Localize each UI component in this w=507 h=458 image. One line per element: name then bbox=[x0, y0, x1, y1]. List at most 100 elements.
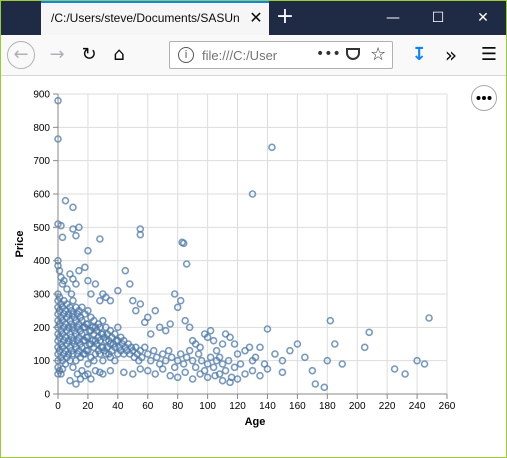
data-point bbox=[206, 353, 215, 362]
chart-actions-button[interactable] bbox=[471, 85, 497, 111]
data-point bbox=[170, 290, 179, 298]
star-icon[interactable]: ☆ bbox=[370, 44, 387, 65]
data-point bbox=[293, 340, 302, 348]
data-point bbox=[218, 376, 227, 385]
more-horizontal-icon bbox=[476, 96, 492, 100]
data-point bbox=[58, 233, 67, 242]
grid bbox=[57, 93, 448, 395]
data-point bbox=[158, 350, 167, 358]
home-icon[interactable]: ⌂ bbox=[113, 44, 125, 65]
data-point bbox=[136, 300, 145, 308]
data-point bbox=[311, 380, 320, 388]
data-point bbox=[111, 356, 119, 365]
x-tick-label: 20 bbox=[82, 401, 94, 412]
y-tick-label: 800 bbox=[33, 123, 50, 134]
data-point bbox=[106, 366, 115, 375]
axes: 0 20 40 60 80 100 120 140 160 180 200 220 240 260 0 100… bbox=[33, 90, 455, 413]
close-window-icon[interactable]: ✕ bbox=[477, 10, 489, 26]
y-tick-label: 100 bbox=[33, 356, 50, 367]
title-bar: /C:/Users/steve/Documents/SASUn ✕ + — ☐ … bbox=[1, 1, 506, 35]
new-tab-icon[interactable]: + bbox=[275, 4, 295, 29]
browser-tab[interactable]: /C:/Users/steve/Documents/SASUn ✕ bbox=[41, 1, 269, 35]
hamburger-menu-icon[interactable]: ☰ bbox=[480, 44, 498, 65]
x-tick-label: 220 bbox=[379, 401, 396, 412]
x-tick-label: 80 bbox=[172, 401, 184, 412]
data-point bbox=[129, 370, 137, 378]
download-icon[interactable]: ↧ bbox=[411, 44, 427, 65]
data-points bbox=[54, 96, 433, 392]
data-point bbox=[330, 340, 339, 348]
data-point bbox=[320, 383, 329, 392]
reload-icon[interactable]: ↻ bbox=[81, 44, 97, 65]
x-tick-label: 40 bbox=[112, 401, 124, 412]
data-point bbox=[308, 366, 317, 375]
close-tab-icon[interactable]: ✕ bbox=[249, 8, 263, 27]
data-point bbox=[176, 296, 185, 305]
data-point bbox=[72, 380, 80, 388]
y-tick-label: 700 bbox=[33, 156, 50, 167]
data-point bbox=[326, 316, 335, 325]
data-point bbox=[155, 323, 164, 332]
data-point bbox=[301, 353, 309, 362]
data-point bbox=[230, 363, 239, 372]
data-point bbox=[182, 353, 191, 362]
data-point bbox=[146, 330, 155, 338]
data-point bbox=[87, 375, 95, 383]
data-point bbox=[230, 340, 239, 348]
data-point bbox=[196, 370, 204, 378]
back-arrow-icon[interactable]: ← bbox=[7, 41, 35, 69]
data-point bbox=[425, 314, 433, 322]
y-tick-label: 200 bbox=[33, 323, 50, 334]
data-point bbox=[91, 366, 100, 375]
data-point bbox=[84, 306, 92, 315]
data-point bbox=[360, 343, 369, 352]
minimize-icon[interactable]: — bbox=[386, 10, 400, 26]
data-point bbox=[248, 366, 257, 375]
data-point bbox=[203, 373, 212, 382]
data-point bbox=[84, 246, 92, 255]
data-point bbox=[203, 333, 212, 342]
url-text[interactable]: file:///C:/User bbox=[202, 48, 278, 63]
forward-arrow-icon[interactable]: → bbox=[49, 44, 65, 65]
y-axis-label: Price bbox=[14, 231, 26, 258]
data-point bbox=[212, 346, 221, 355]
data-point bbox=[197, 356, 206, 365]
data-point bbox=[263, 325, 272, 333]
overflow-icon[interactable]: » bbox=[444, 43, 458, 67]
url-bar[interactable]: i file:///C:/User ••• ☆ bbox=[169, 41, 393, 69]
data-point bbox=[84, 360, 92, 368]
info-icon[interactable]: i bbox=[178, 47, 194, 63]
data-point bbox=[137, 353, 146, 362]
data-point bbox=[248, 190, 257, 198]
data-point bbox=[132, 306, 140, 315]
more-icon[interactable]: ••• bbox=[316, 46, 341, 62]
data-point bbox=[196, 343, 204, 352]
data-point bbox=[58, 365, 67, 373]
data-point bbox=[164, 346, 173, 355]
data-point bbox=[69, 363, 77, 372]
data-point bbox=[256, 371, 264, 380]
data-point bbox=[151, 306, 160, 315]
data-point bbox=[61, 196, 70, 205]
data-point bbox=[185, 323, 194, 332]
data-point bbox=[365, 328, 374, 337]
data-point bbox=[390, 365, 399, 373]
data-point bbox=[224, 356, 233, 365]
data-point bbox=[143, 313, 152, 322]
data-point bbox=[143, 350, 152, 358]
data-point bbox=[233, 375, 242, 383]
data-point bbox=[96, 235, 104, 243]
x-tick-label: 140 bbox=[259, 401, 276, 412]
data-point bbox=[209, 336, 218, 345]
data-point bbox=[256, 343, 264, 352]
data-point bbox=[140, 343, 149, 352]
data-point bbox=[173, 303, 182, 312]
data-point bbox=[99, 316, 107, 325]
pocket-icon[interactable] bbox=[346, 48, 360, 60]
maximize-icon[interactable]: ☐ bbox=[431, 10, 445, 26]
data-point bbox=[286, 346, 294, 355]
data-point bbox=[69, 296, 77, 305]
x-tick-label: 160 bbox=[289, 401, 306, 412]
x-tick-label: 240 bbox=[409, 401, 426, 412]
